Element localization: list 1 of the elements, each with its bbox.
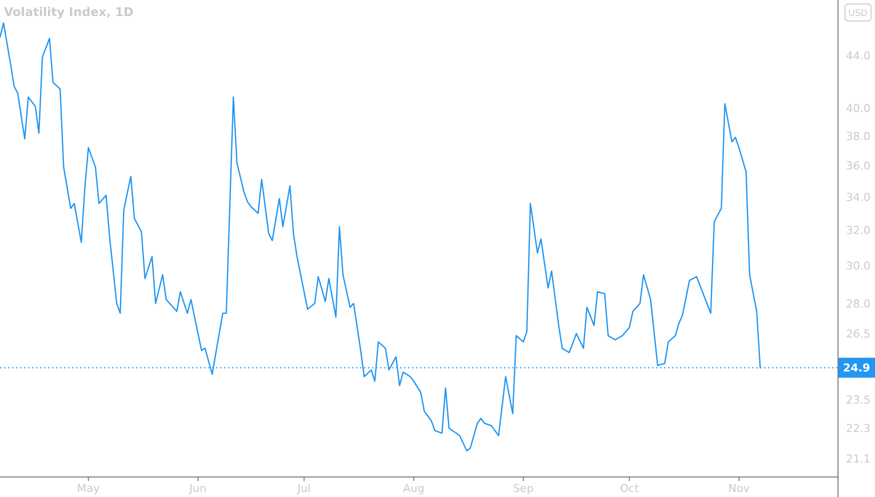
ref-line-label: 24.9 bbox=[843, 362, 870, 375]
